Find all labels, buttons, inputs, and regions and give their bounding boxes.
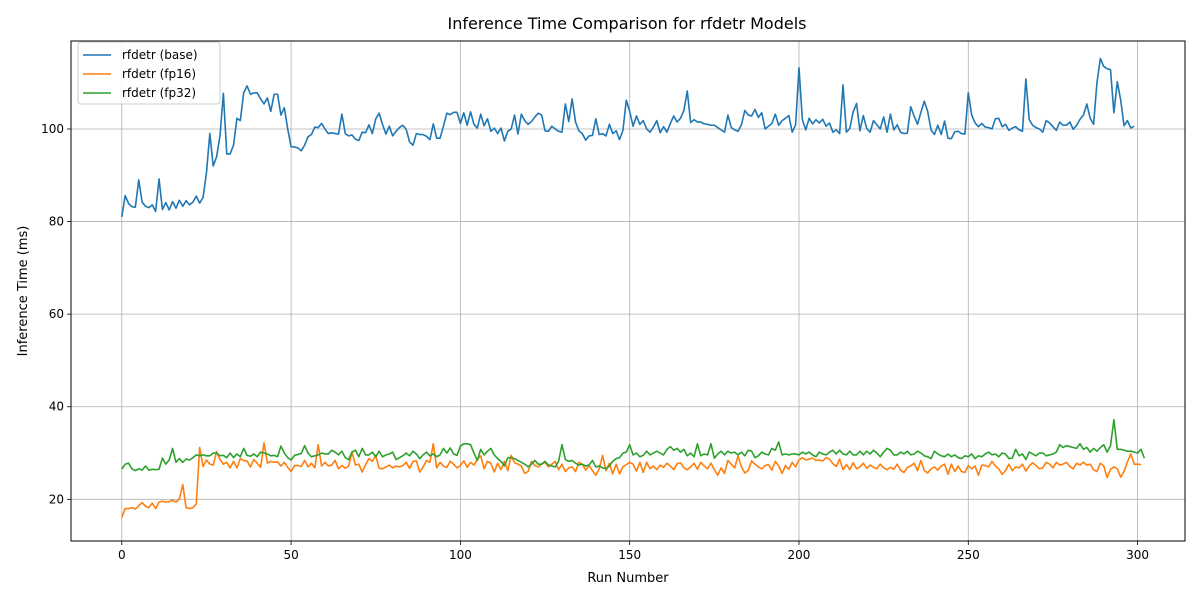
x-tick-label: 0 [118,548,126,562]
y-tick-label: 80 [49,215,64,229]
x-tick-label: 150 [618,548,641,562]
plot-frame [70,40,1186,542]
y-axis-ticks: 20 40 60 80 100 [41,122,71,506]
x-tick-label: 100 [449,548,472,562]
legend-box [77,41,221,105]
legend-label-1: rfdetr (fp16) [122,67,196,81]
series-line-0 [120,57,1135,218]
x-axis-ticks: 0 50 100 150 200 250 300 [118,541,1149,562]
legend-label-0: rfdetr (base) [122,48,198,62]
x-tick-label: 50 [283,548,298,562]
x-axis-label: Run Number [587,571,669,586]
chart-title: Inference Time Comparison for rfdetr Mod… [447,14,806,33]
x-tick-label: 300 [1126,548,1149,562]
series-line-2 [121,418,1146,472]
x-tick-label: 250 [957,548,980,562]
y-axis-label: Inference Time (ms) [16,226,31,357]
x-tick-label: 200 [788,548,811,562]
y-tick-label: 60 [49,307,64,321]
grid-lines [71,41,1185,541]
y-tick-label: 40 [49,400,64,414]
series-line-1 [121,442,1142,518]
legend-label-2: rfdetr (fp32) [122,86,196,100]
legend: rfdetr (base) rfdetr (fp16) rfdetr (fp32) [77,41,221,105]
y-tick-label: 100 [41,122,64,136]
y-tick-label: 20 [49,492,64,506]
plot-lines [120,57,1146,518]
